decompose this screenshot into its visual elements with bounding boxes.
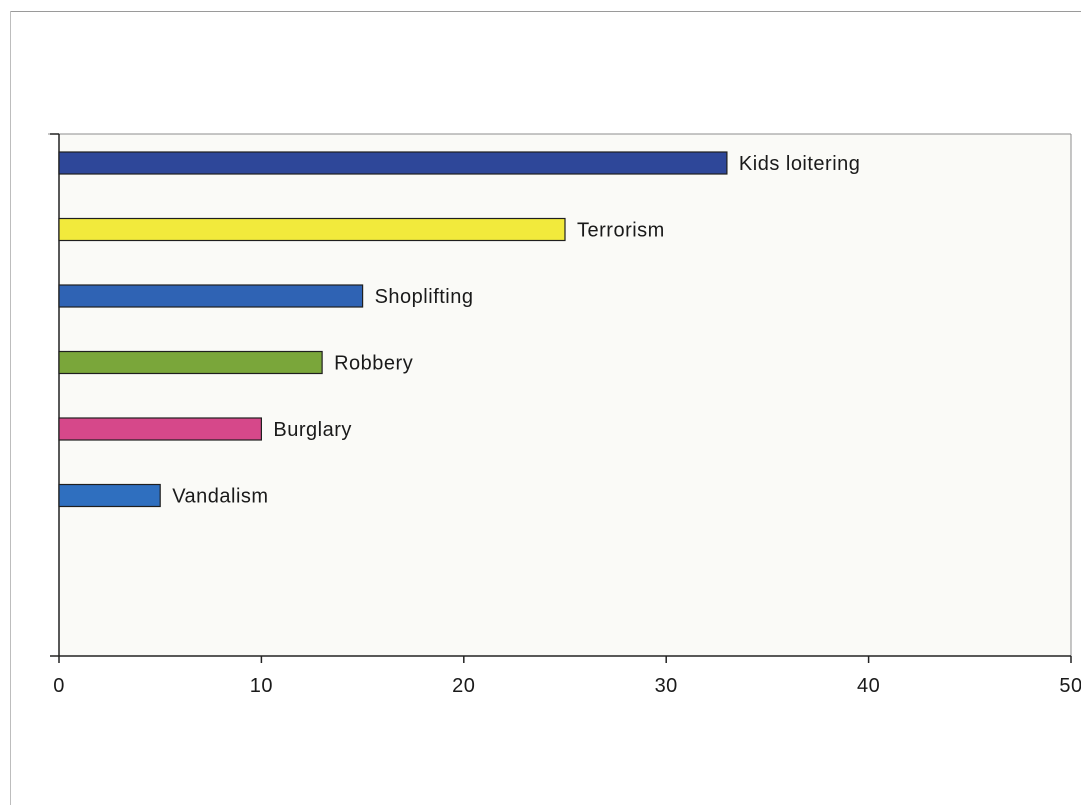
bar-vandalism	[58, 483, 161, 508]
bar-terrorism	[58, 217, 566, 242]
bar-kids-loitering	[58, 151, 728, 175]
bar-label: Terrorism	[577, 220, 665, 242]
x-tick-label: 50	[1059, 675, 1081, 697]
bar-label: Robbery	[334, 353, 413, 375]
x-tick-label: 10	[250, 675, 273, 697]
x-tick-label: 40	[857, 675, 880, 697]
x-tick-label: 30	[655, 675, 678, 697]
bar-burglary	[58, 417, 262, 441]
bar-label: Kids loitering	[739, 153, 861, 175]
bar-robbery	[58, 350, 323, 375]
x-tick-label: 20	[452, 675, 475, 697]
bar-shoplifting	[58, 284, 364, 308]
page-border-top	[10, 11, 1081, 12]
x-tick-label: 0	[53, 675, 65, 697]
bar-label: Burglary	[273, 419, 351, 441]
bar-label: Vandalism	[172, 486, 268, 508]
page-border-left	[10, 11, 11, 805]
plot-area	[59, 134, 1071, 656]
bar-label: Shoplifting	[375, 286, 474, 308]
